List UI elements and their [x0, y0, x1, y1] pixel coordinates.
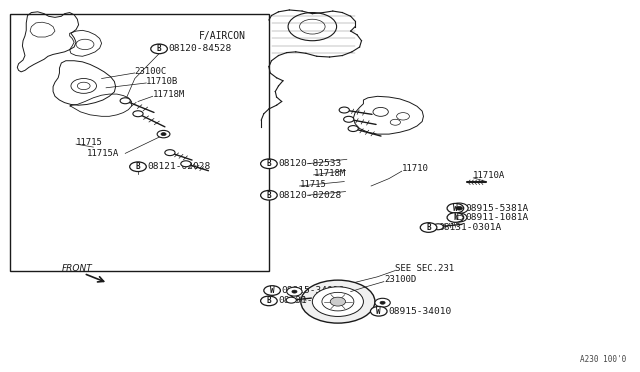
Text: 08915-34010: 08915-34010 [388, 307, 452, 316]
Text: 23100D: 23100D [384, 275, 416, 284]
Circle shape [420, 223, 437, 232]
Circle shape [165, 150, 175, 155]
Text: 08121-02028: 08121-02028 [148, 162, 211, 171]
Circle shape [260, 296, 277, 306]
Text: 08915-34010: 08915-34010 [282, 286, 345, 295]
Circle shape [260, 159, 277, 169]
Text: 08120-82533: 08120-82533 [278, 159, 342, 168]
Circle shape [287, 287, 302, 296]
Text: B: B [136, 162, 140, 171]
Text: 08911-1081A: 08911-1081A [465, 213, 528, 222]
Circle shape [312, 287, 364, 317]
Circle shape [447, 213, 464, 222]
Circle shape [452, 213, 467, 222]
Text: A230 100'0: A230 100'0 [580, 355, 627, 364]
Text: B: B [267, 159, 271, 168]
Circle shape [157, 131, 170, 138]
Text: 11710A: 11710A [473, 171, 506, 180]
Circle shape [120, 98, 131, 104]
Circle shape [180, 161, 191, 167]
Circle shape [451, 203, 468, 214]
Circle shape [264, 286, 280, 295]
Circle shape [339, 107, 349, 113]
Text: 11715A: 11715A [87, 149, 119, 158]
Text: 11710B: 11710B [147, 77, 179, 86]
Circle shape [371, 307, 387, 316]
Text: 08915-5381A: 08915-5381A [465, 204, 528, 213]
Circle shape [161, 133, 166, 136]
Text: B: B [267, 296, 271, 305]
Circle shape [292, 290, 297, 293]
Text: 08131-0301A: 08131-0301A [438, 223, 501, 232]
Text: FRONT: FRONT [61, 264, 92, 273]
Text: B: B [267, 191, 271, 200]
Circle shape [260, 190, 277, 200]
Circle shape [286, 297, 296, 303]
Circle shape [301, 280, 375, 323]
Circle shape [380, 301, 385, 304]
Text: F/AIRCON: F/AIRCON [198, 31, 246, 41]
Text: 23100C: 23100C [135, 67, 167, 76]
Text: SEE SEC.231: SEE SEC.231 [396, 264, 454, 273]
Circle shape [375, 298, 390, 307]
Text: W: W [453, 204, 458, 213]
Circle shape [348, 126, 358, 132]
Text: 11710: 11710 [402, 164, 429, 173]
Text: 08131-0301A: 08131-0301A [278, 296, 342, 305]
Circle shape [447, 203, 464, 213]
Circle shape [151, 44, 168, 54]
Text: 11718M: 11718M [153, 90, 185, 99]
Text: N: N [453, 213, 458, 222]
Circle shape [456, 206, 463, 210]
Circle shape [433, 224, 444, 230]
Text: W: W [376, 307, 381, 316]
Text: B: B [157, 44, 161, 53]
Text: 11715: 11715 [300, 180, 326, 189]
Text: 11718M: 11718M [314, 169, 346, 177]
Text: B: B [426, 223, 431, 232]
Circle shape [133, 111, 143, 117]
Text: W: W [270, 286, 275, 295]
Bar [10, 14, 269, 271]
Circle shape [130, 162, 147, 171]
Text: 08120-84528: 08120-84528 [169, 44, 232, 53]
Text: 08120-82028: 08120-82028 [278, 191, 342, 200]
Circle shape [344, 116, 354, 122]
Circle shape [330, 297, 346, 306]
Text: 11715: 11715 [76, 138, 103, 147]
